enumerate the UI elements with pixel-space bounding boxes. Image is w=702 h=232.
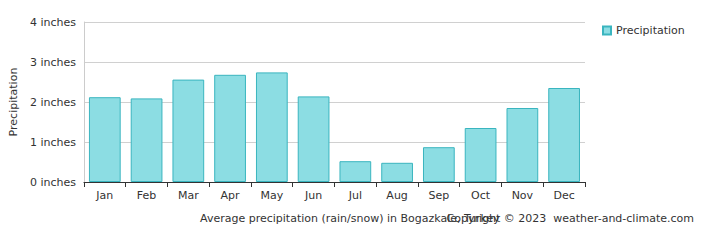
svg-text:Jul: Jul [348,189,362,202]
svg-text:Feb: Feb [137,189,156,202]
svg-text:Sep: Sep [428,189,449,202]
svg-text:Jan: Jan [95,189,113,202]
svg-text:4 inches: 4 inches [30,16,76,29]
svg-text:3 inches: 3 inches [30,56,76,69]
svg-text:May: May [260,189,283,202]
svg-text:Mar: Mar [178,189,199,202]
svg-text:Oct: Oct [471,189,491,202]
svg-text:Jun: Jun [304,189,322,202]
svg-text:Copyright © 2023 weather-and-: Copyright © 2023 weather-and-climate.com [447,212,694,225]
svg-text:Average precipitation (rain/sn: Average precipitation (rain/snow) in Bog… [200,212,500,225]
svg-text:0 inches: 0 inches [30,176,76,189]
svg-text:Aug: Aug [386,189,407,202]
svg-text:Precipitation: Precipitation [616,24,685,37]
svg-text:Precipitation: Precipitation [7,68,20,137]
svg-text:1 inches: 1 inches [30,136,76,149]
svg-text:2 inches: 2 inches [30,96,76,109]
svg-text:Dec: Dec [553,189,574,202]
svg-text:Apr: Apr [221,189,241,202]
svg-text:Nov: Nov [512,189,534,202]
